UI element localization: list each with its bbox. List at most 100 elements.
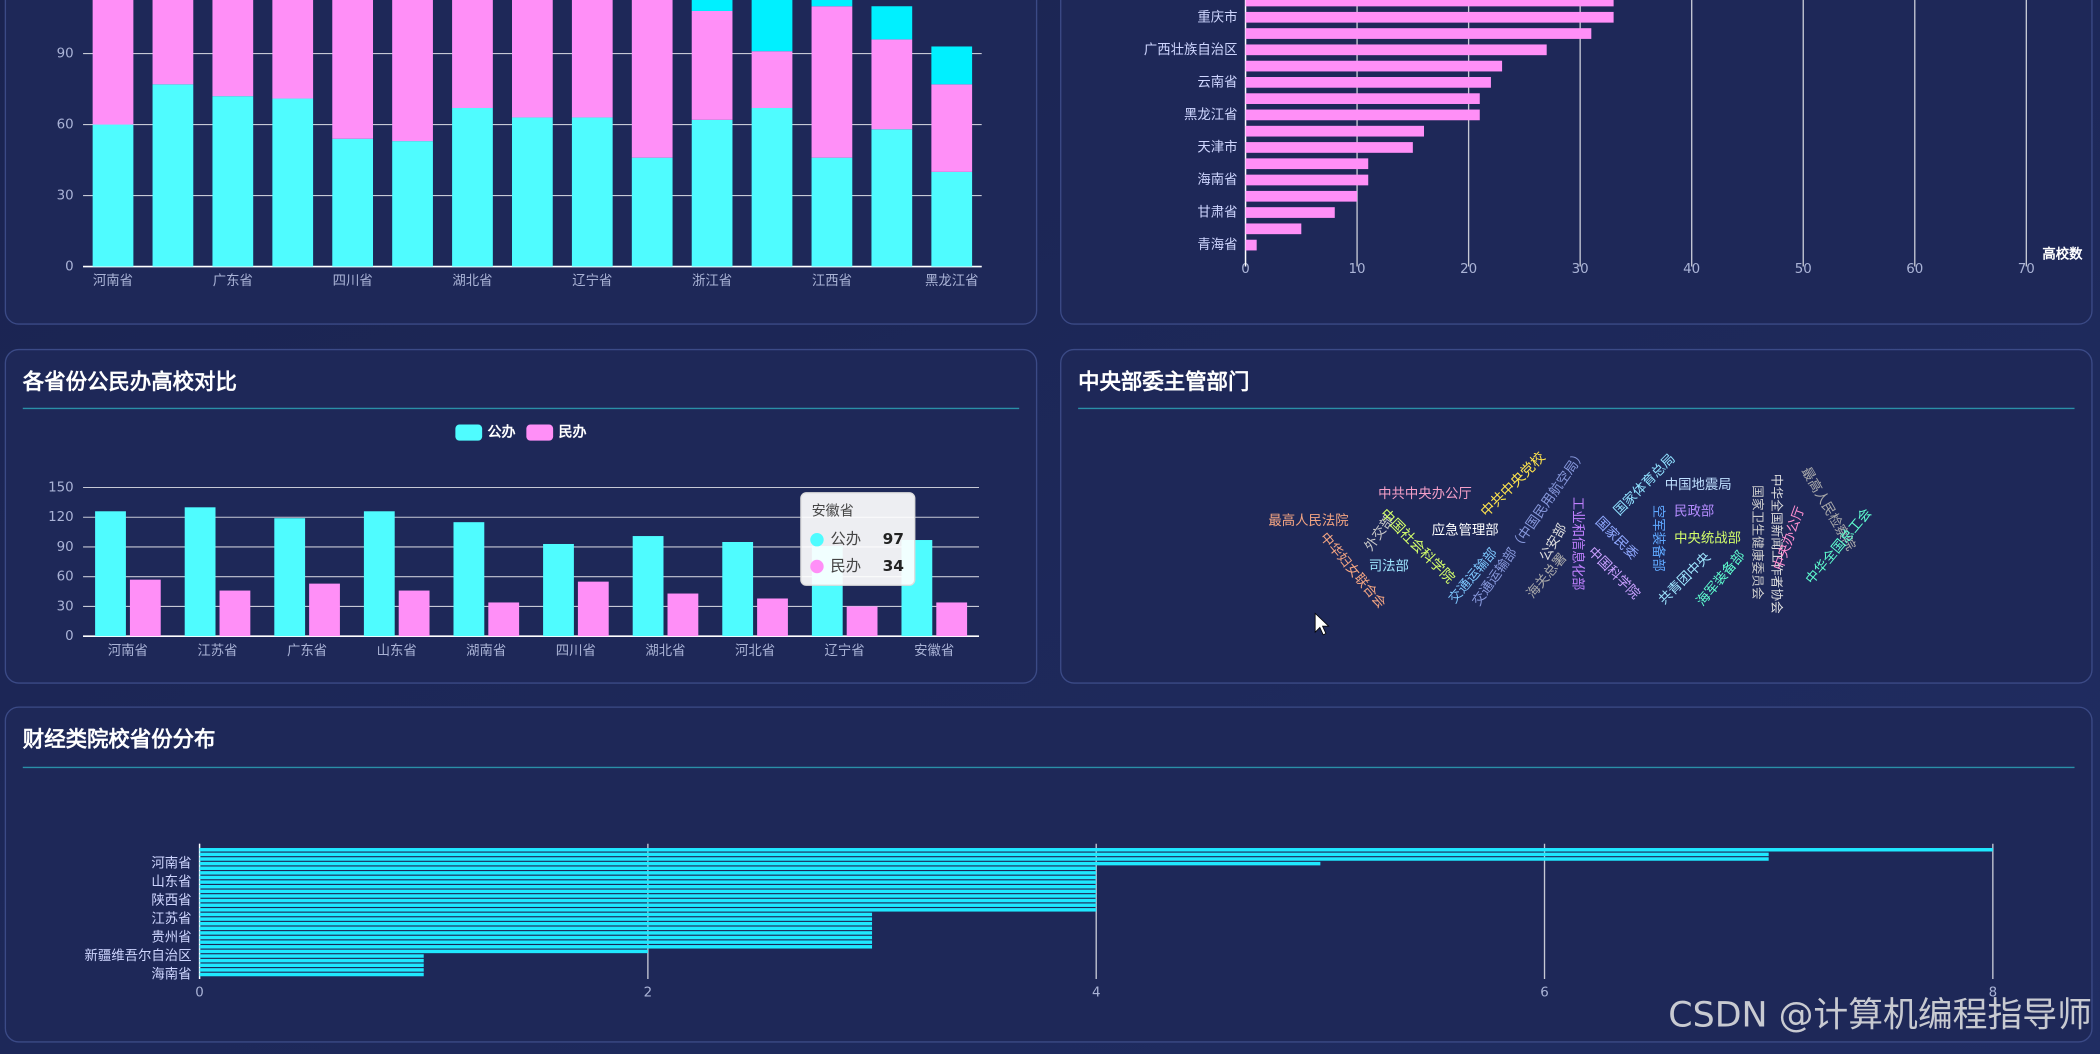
bar (199, 848, 1993, 852)
x-tick-label: 20 (1460, 262, 1477, 277)
bar (199, 940, 873, 944)
y-tick-label: 120 (48, 510, 74, 525)
bar (1245, 0, 1614, 7)
x-tick-label: 河南省 (108, 643, 148, 659)
bar-segment (931, 46, 973, 85)
x-tick-label: 10 (1349, 262, 1366, 277)
bar (757, 598, 788, 637)
word: 中央统战部 (1674, 530, 1741, 546)
bar-segment (811, 0, 853, 7)
y-tick-label: 海南省 (151, 967, 191, 983)
x-tick-label: 湖南省 (466, 643, 506, 659)
bar-segment (392, 0, 433, 142)
bar (1245, 60, 1503, 72)
bar (453, 522, 485, 637)
bar-segment (92, 124, 134, 267)
y-tick-label: 60 (57, 118, 74, 133)
x-tick-label: 0 (195, 985, 204, 1000)
bar (1245, 239, 1257, 251)
y-tick-label: 90 (57, 47, 74, 62)
tooltip-title: 安徽省 (812, 504, 854, 520)
bar-segment (332, 138, 374, 267)
x-tick-label: 广东省 (287, 643, 327, 659)
bar-segment (871, 129, 913, 267)
bar-segment (751, 51, 793, 108)
word: 国家卫生健康委员会 (1751, 485, 1766, 600)
bar (274, 518, 306, 637)
bar (199, 968, 424, 972)
bar-segment (272, 0, 314, 99)
x-tick-label: 江苏省 (197, 643, 237, 659)
x-tick-label: 4 (1092, 985, 1101, 1000)
x-tick-label: 8 (1989, 985, 1998, 1000)
x-tick-label: 2 (644, 985, 653, 1000)
x-tick-label: 江西省 (812, 273, 852, 289)
bar (199, 857, 1769, 861)
legend-swatch (455, 424, 483, 441)
y-tick-label: 60 (57, 570, 74, 585)
word: 司法部 (1369, 559, 1409, 575)
bar (936, 602, 968, 637)
bar (577, 581, 609, 637)
panel-title: 财经类院校省份分布 (23, 727, 216, 753)
x-tick-label: 70 (2018, 262, 2035, 277)
bar (199, 903, 1097, 907)
bar (1245, 207, 1335, 218)
bar (199, 871, 1097, 875)
bar (632, 536, 664, 637)
y-tick-label: 0 (65, 260, 74, 275)
word: 最高人民法院 (1268, 512, 1348, 529)
panel-title: 各省份公民办高校对比 (22, 369, 237, 395)
bar (199, 880, 1097, 884)
bar-segment (931, 171, 973, 267)
tooltip-value: 34 (883, 557, 904, 575)
bar (199, 861, 1321, 866)
x-tick-label: 60 (1906, 262, 1923, 277)
bar-segment (871, 6, 913, 40)
word: 工业和信息化部 (1570, 497, 1587, 591)
word: 中国地震局 (1665, 477, 1732, 493)
y-tick-label: 甘肃省 (1197, 205, 1237, 221)
tooltip-series-name: 民办 (830, 557, 861, 575)
bar (199, 958, 424, 963)
mouse-cursor (1314, 612, 1330, 636)
bar (199, 972, 424, 977)
panel (1060, 348, 2093, 684)
y-tick-label: 30 (57, 189, 74, 204)
word: 中共中央办公厅 (1378, 486, 1472, 502)
x-tick-label: 河北省 (735, 643, 775, 659)
bar (199, 866, 1097, 870)
bar (199, 963, 424, 968)
bar (199, 945, 873, 949)
bar (199, 908, 1097, 912)
x-tick-label: 50 (1795, 262, 1812, 277)
bar (1245, 174, 1369, 186)
bar (199, 884, 1097, 889)
x-tick-label: 0 (1241, 262, 1250, 277)
x-tick-label: 四川省 (333, 273, 373, 289)
y-tick-label: 30 (57, 599, 74, 614)
bar-segment (691, 0, 733, 11)
bar-segment (691, 10, 733, 120)
bar (1245, 28, 1592, 39)
bar-segment (272, 98, 314, 267)
bar-segment (691, 119, 733, 267)
bar (1245, 44, 1547, 56)
bar (1245, 11, 1614, 23)
bar (199, 931, 873, 935)
bar (1245, 223, 1302, 235)
word: 中华全国新闻工作者协会 (1769, 474, 1784, 614)
bar (184, 507, 216, 637)
legend-label: 公办 (488, 424, 516, 441)
y-tick-label: 新疆维吾尔自治区 (85, 948, 192, 964)
bar-segment (811, 157, 853, 267)
tooltip-value: 97 (883, 530, 904, 548)
word: 民政部 (1674, 504, 1714, 520)
bar (1245, 158, 1369, 170)
y-tick-label: 150 (48, 480, 74, 495)
bar-segment (212, 96, 254, 267)
bar-segment (811, 6, 853, 158)
bar (363, 511, 395, 637)
